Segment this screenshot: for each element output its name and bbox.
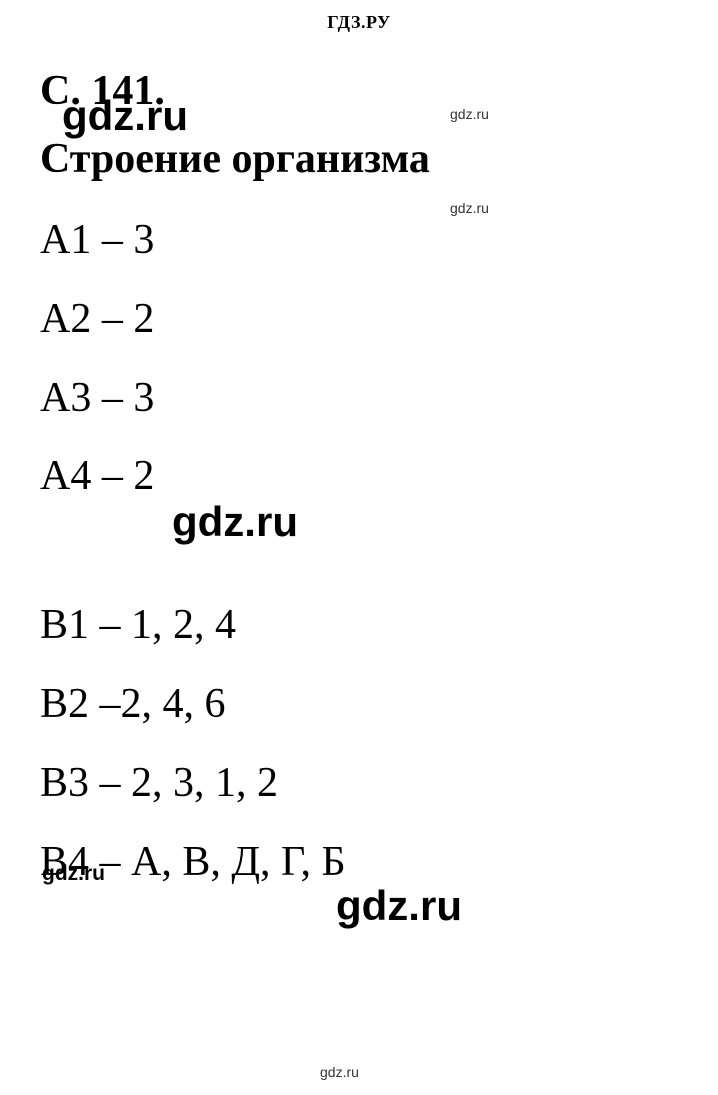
answer-value: 2 bbox=[133, 453, 154, 499]
answer-label: В2 bbox=[40, 681, 89, 727]
answer-b2: В2 –2, 4, 6 bbox=[40, 675, 718, 734]
answer-value: 3 bbox=[133, 375, 154, 421]
answer-value: 1, 2, 4 bbox=[131, 602, 236, 648]
answer-label: В3 bbox=[40, 760, 89, 806]
answer-value: 2 bbox=[133, 296, 154, 342]
answer-a2: А2 – 2 bbox=[40, 290, 718, 349]
answer-a1: А1 – 3 bbox=[40, 211, 718, 270]
answer-b3: В3 – 2, 3, 1, 2 bbox=[40, 754, 718, 813]
section-title: Строение организма bbox=[40, 135, 718, 183]
answer-label: В4 bbox=[40, 839, 89, 885]
answer-label: А2 bbox=[40, 296, 91, 342]
page-reference: С. 141. bbox=[40, 67, 718, 115]
answer-label: А3 bbox=[40, 375, 91, 421]
answer-label: А1 bbox=[40, 217, 91, 263]
answer-value: 3 bbox=[133, 217, 154, 263]
answer-label: В1 bbox=[40, 602, 89, 648]
answer-value: 2, 3, 1, 2 bbox=[131, 760, 278, 806]
watermark-text: gdz.ru bbox=[320, 1064, 359, 1080]
answer-b1: В1 – 1, 2, 4 bbox=[40, 596, 718, 655]
answer-value: А, В, Д, Г, Б bbox=[131, 839, 346, 885]
answer-b4: В4 – А, В, Д, Г, Б bbox=[40, 833, 718, 892]
answer-a3: А3 – 3 bbox=[40, 369, 718, 428]
site-header: ГДЗ.РУ bbox=[0, 12, 718, 33]
answer-label: А4 bbox=[40, 453, 91, 499]
answer-a4: А4 – 2 bbox=[40, 447, 718, 506]
section-spacer bbox=[40, 526, 718, 596]
answer-value: 2, 4, 6 bbox=[121, 681, 226, 727]
